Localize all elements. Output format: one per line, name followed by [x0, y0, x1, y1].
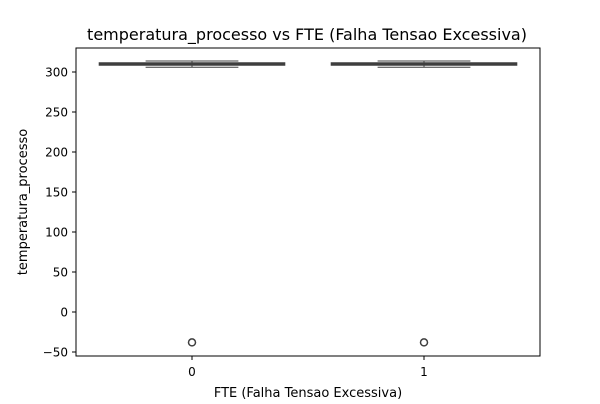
axes-frame: [75, 47, 541, 357]
y-tick-label: 250: [45, 106, 68, 120]
y-tick-label: 100: [45, 226, 68, 240]
x-axis-label: FTE (Falha Tensao Excessiva): [214, 386, 402, 400]
y-tick-label: 300: [45, 66, 68, 80]
y-tick-label: 200: [45, 146, 68, 160]
outlier-point: [187, 338, 197, 347]
x-tick-label: 1: [420, 365, 428, 379]
box-1: [330, 60, 518, 347]
box-0: [98, 60, 286, 347]
y-tick-label: 150: [45, 186, 68, 200]
y-tick-label: 50: [53, 266, 68, 280]
plot-area: [98, 60, 518, 347]
x-tick-label: 0: [188, 365, 196, 379]
chart-title: temperatura_processo vs FTE (Falha Tensa…: [87, 25, 527, 45]
y-axis: −50 0 50 100 150 200 250 300: [43, 66, 76, 360]
outlier-point: [419, 338, 429, 347]
y-axis-label: temperatura_processo: [16, 129, 31, 275]
y-tick-label: −50: [43, 346, 68, 360]
y-tick-label: 0: [60, 306, 68, 320]
